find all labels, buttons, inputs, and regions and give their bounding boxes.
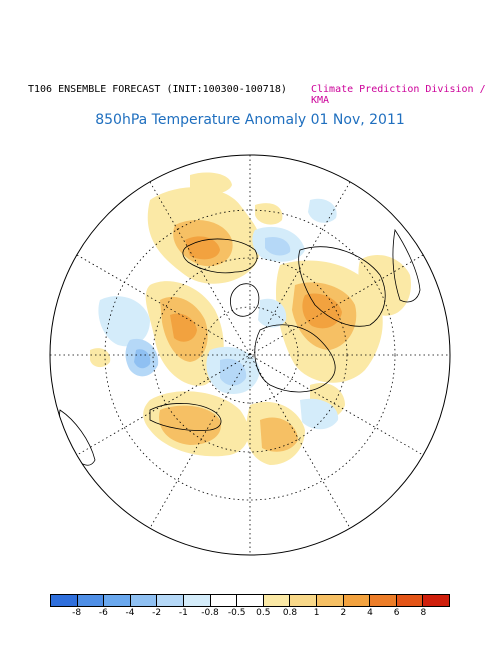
colorbar-swatch xyxy=(370,595,397,606)
colorbar-tick-label: -1 xyxy=(178,608,188,618)
cold-anomaly-region xyxy=(300,398,339,430)
coastline-asia-east xyxy=(298,246,386,327)
colorbar-swatch xyxy=(157,595,184,606)
cold-anomaly-region xyxy=(220,358,247,386)
colorbar-tick-label: 1 xyxy=(313,608,320,618)
colorbar-tick-label: -6 xyxy=(98,608,108,618)
coastline-alaska xyxy=(149,403,222,431)
colorbar-tick-label: -4 xyxy=(125,608,135,618)
warm-anomaly-region xyxy=(185,236,220,260)
colorbar-swatch xyxy=(290,595,317,606)
cold-anomaly-region xyxy=(308,198,337,223)
graticule xyxy=(50,155,450,555)
coastline-eurasia xyxy=(254,324,336,393)
colorbar-swatch xyxy=(51,595,78,606)
colorbar-swatch xyxy=(183,595,211,606)
colorbar-swatch xyxy=(237,595,264,606)
cold-anomaly-region xyxy=(98,296,150,347)
colorbar-swatch xyxy=(210,595,238,606)
map-title: 850hPa Temperature Anomaly 01 Nov, 2011 xyxy=(95,112,405,128)
meridian-line xyxy=(76,254,424,456)
coastline-north-america xyxy=(182,238,258,274)
colorbar-tick-label: -0.8 xyxy=(201,608,219,618)
cold-anomaly-region xyxy=(265,236,291,256)
credit-label: Climate Prediction Division / KMA xyxy=(311,84,486,106)
warm-anomaly-region xyxy=(190,172,232,195)
warm-anomaly-region xyxy=(260,417,298,452)
colorbar-swatch xyxy=(423,595,449,606)
colorbar-tick-label: 0.8 xyxy=(282,608,298,618)
anomaly-field xyxy=(90,172,411,465)
colorbar-tick-label: 4 xyxy=(367,608,373,618)
colorbar-swatch xyxy=(130,595,158,606)
colorbar-labels: -8 -6 -4 -2 -1 -0.8 -0.5 0.5 0.8 1 2 4 6 8 xyxy=(50,608,450,622)
coastline-south-east xyxy=(392,228,421,303)
coastline-greenland xyxy=(230,283,260,317)
warm-anomaly-region xyxy=(90,348,111,368)
colorbar-tick-label: 6 xyxy=(393,608,400,618)
colorbar-tick-label: 0.5 xyxy=(256,608,271,618)
warm-anomaly-region xyxy=(358,255,411,316)
meridian-line xyxy=(149,181,351,529)
coastlines xyxy=(59,228,421,466)
warm-anomaly-region xyxy=(302,293,342,329)
colorbar xyxy=(50,594,450,607)
colorbar-tick-label: -8 xyxy=(72,608,82,618)
colorbar-tick-label: 2 xyxy=(340,608,347,618)
cold-anomaly-region xyxy=(134,349,151,369)
cold-anomaly-region xyxy=(258,298,287,328)
coastline-far-west xyxy=(59,409,96,466)
colorbar-swatch xyxy=(104,595,131,606)
meridian-line xyxy=(76,254,424,456)
colorbar-tick-label: 8 xyxy=(420,608,427,618)
colorbar-tick-label: -0.5 xyxy=(227,608,246,618)
colorbar-swatch xyxy=(343,595,371,606)
map-boundary xyxy=(49,154,451,556)
colorbar-swatch xyxy=(316,595,344,606)
colorbar-swatch xyxy=(396,595,424,606)
colorbar-swatch xyxy=(77,595,105,606)
colorbar-swatch xyxy=(263,595,291,606)
colorbar-tick-label: -2 xyxy=(152,608,162,618)
forecast-header: T106 ENSEMBLE FORECAST (INIT:100300-1007… xyxy=(28,84,287,95)
meridian-line xyxy=(149,181,351,529)
warm-anomaly-region xyxy=(255,203,283,225)
